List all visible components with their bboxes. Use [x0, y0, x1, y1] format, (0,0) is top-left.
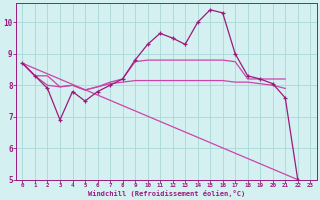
X-axis label: Windchill (Refroidissement éolien,°C): Windchill (Refroidissement éolien,°C) [88, 190, 245, 197]
